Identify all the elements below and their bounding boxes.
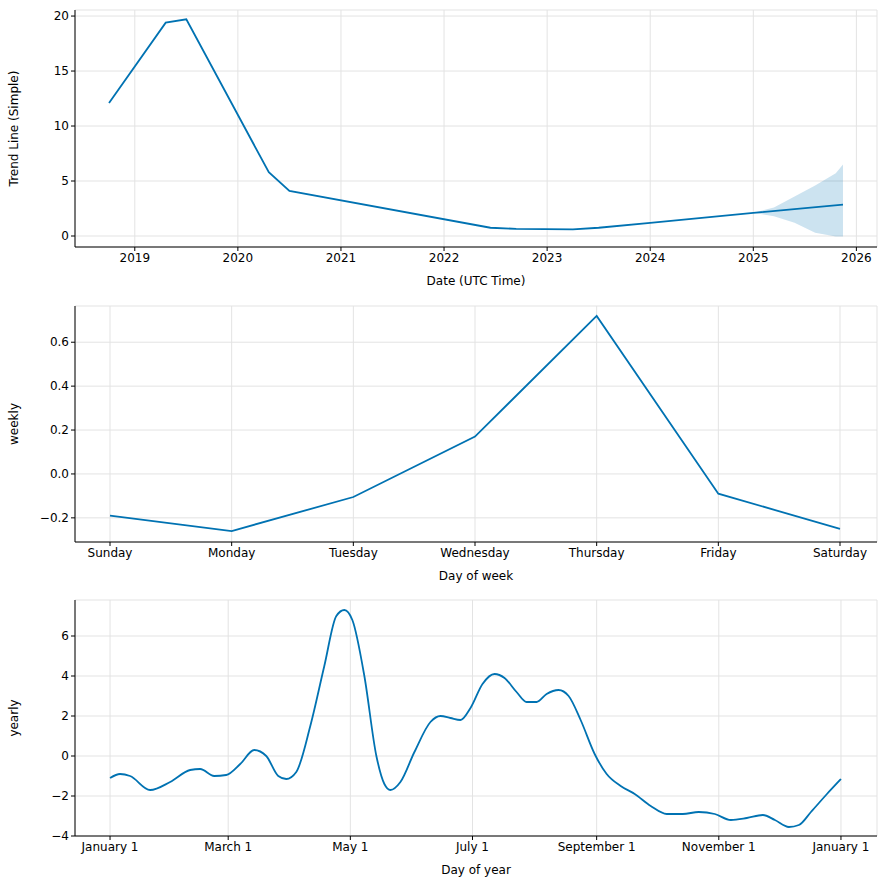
svg-text:Thursday: Thursday [568,546,625,560]
svg-text:10: 10 [54,119,69,133]
svg-text:20: 20 [54,9,69,23]
svg-text:September 1: September 1 [558,840,636,854]
svg-text:2: 2 [61,709,69,723]
svg-text:0.6: 0.6 [50,335,69,349]
svg-text:−0.2: −0.2 [40,511,69,525]
svg-text:January 1: January 1 [811,840,869,854]
svg-text:15: 15 [54,64,69,78]
svg-text:0.4: 0.4 [50,379,69,393]
svg-text:Day of year: Day of year [441,863,511,877]
svg-text:Trend Line (Simple): Trend Line (Simple) [8,71,21,188]
svg-text:Tuesday: Tuesday [328,546,378,560]
svg-text:Monday: Monday [208,546,255,560]
svg-text:−4: −4 [51,829,69,843]
svg-text:Sunday: Sunday [88,546,133,560]
svg-text:0: 0 [61,229,69,243]
svg-text:Date (UTC Time): Date (UTC Time) [427,274,526,288]
svg-text:November 1: November 1 [682,840,756,854]
svg-text:Wednesday: Wednesday [440,546,509,560]
svg-text:4: 4 [61,669,69,683]
svg-text:weekly: weekly [8,403,21,445]
svg-text:Saturday: Saturday [813,546,867,560]
svg-text:2022: 2022 [429,251,460,265]
svg-text:0.0: 0.0 [50,467,69,481]
svg-text:July 1: July 1 [455,840,489,854]
svg-text:yearly: yearly [8,699,21,736]
svg-text:2021: 2021 [326,251,357,265]
svg-text:March 1: March 1 [204,840,252,854]
svg-text:2025: 2025 [738,251,769,265]
svg-text:Day of week: Day of week [439,569,513,583]
svg-text:0.2: 0.2 [50,423,69,437]
svg-text:6: 6 [61,629,69,643]
svg-text:2026: 2026 [841,251,872,265]
svg-text:2020: 2020 [223,251,254,265]
svg-text:2024: 2024 [635,251,666,265]
svg-text:2023: 2023 [532,251,563,265]
svg-text:0: 0 [61,749,69,763]
svg-text:−2: −2 [51,789,69,803]
svg-text:May 1: May 1 [332,840,368,854]
svg-text:2019: 2019 [120,251,151,265]
svg-text:5: 5 [61,174,69,188]
svg-text:Friday: Friday [700,546,736,560]
svg-text:January 1: January 1 [81,840,139,854]
